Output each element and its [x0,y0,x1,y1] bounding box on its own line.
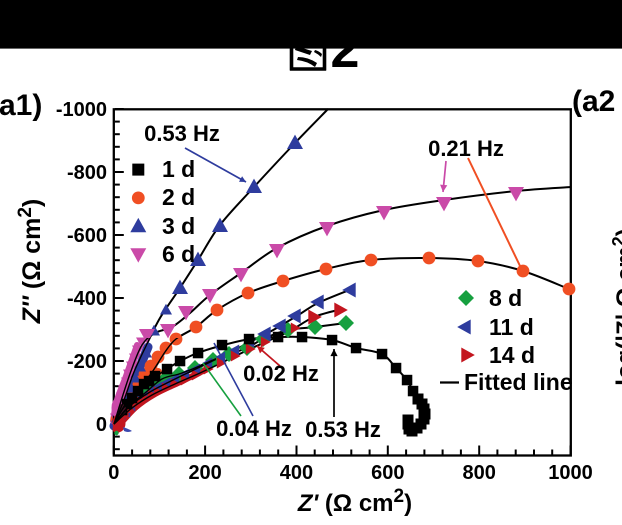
svg-text:200: 200 [188,462,221,484]
svg-text:800: 800 [462,462,495,484]
svg-text:6 d: 6 d [162,241,195,267]
svg-text:8 d: 8 d [489,285,522,311]
svg-text:-600: -600 [67,225,107,247]
svg-text:0.21 Hz: 0.21 Hz [428,136,504,161]
svg-text:-1000: -1000 [56,99,107,121]
svg-text:1 d: 1 d [162,156,195,182]
svg-text:-800: -800 [67,162,107,184]
svg-text:0: 0 [96,414,107,436]
svg-text:3 d: 3 d [162,213,195,239]
svg-text:-400: -400 [67,288,107,310]
svg-text:-200: -200 [67,351,107,373]
svg-text:log(|Z| Ω cm2): log(|Z| Ω cm2) [609,228,622,385]
svg-text:14 d: 14 d [489,342,535,368]
svg-text:400: 400 [280,462,313,484]
svg-text:(a2: (a2 [572,85,615,118]
svg-text:Z' (Ω cm2): Z' (Ω cm2) [297,486,412,517]
svg-text:11 d: 11 d [489,314,534,340]
svg-text:2 d: 2 d [162,184,195,210]
svg-text:(a1): (a1) [0,89,42,122]
svg-text:0.02 Hz: 0.02 Hz [243,361,319,386]
svg-text:0.04 Hz: 0.04 Hz [216,416,292,441]
svg-text:0: 0 [108,462,119,484]
svg-text:0.53 Hz: 0.53 Hz [144,121,220,146]
svg-text:600: 600 [371,462,404,484]
svg-text:Z'' (Ω cm2): Z'' (Ω cm2) [15,199,46,324]
svg-text:1000: 1000 [548,462,593,484]
svg-text:0.53 Hz: 0.53 Hz [305,417,381,442]
svg-text:Fitted line: Fitted line [464,369,573,395]
